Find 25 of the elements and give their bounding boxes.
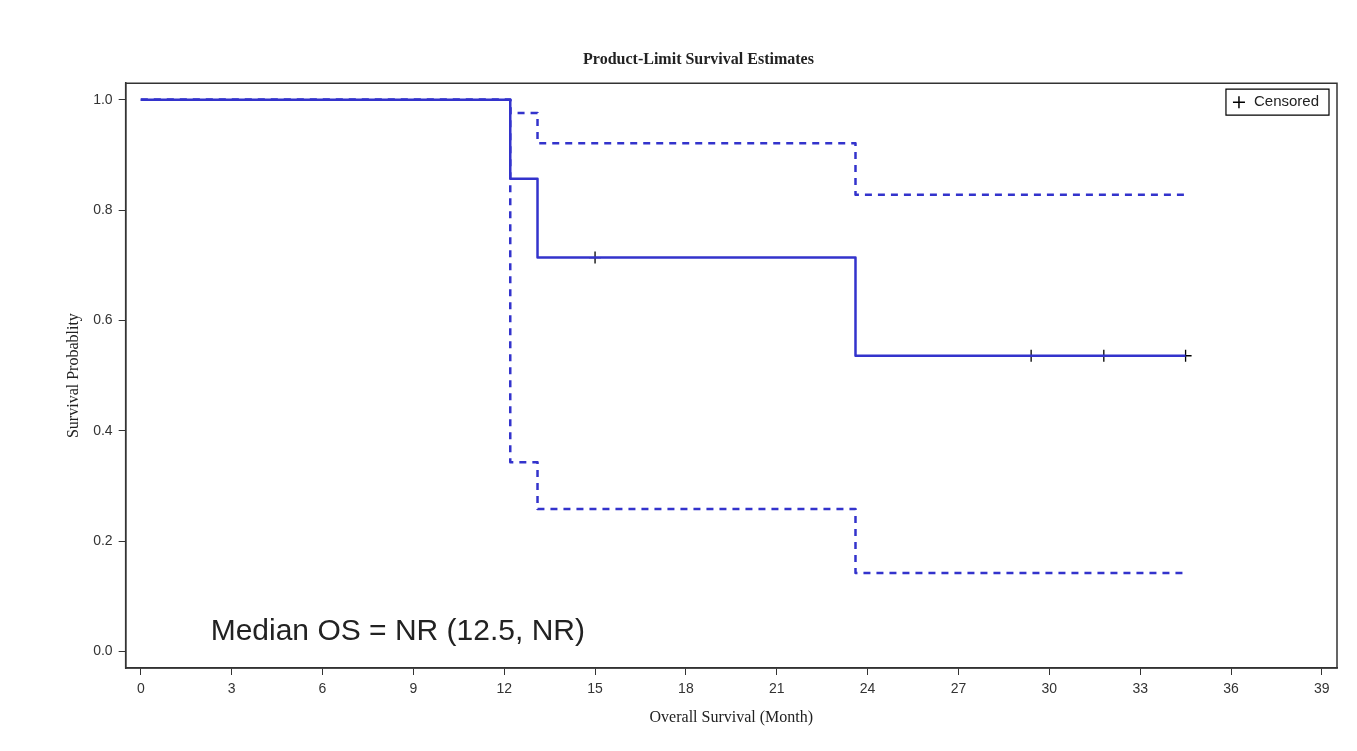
y-tick-label: 0.2: [93, 531, 113, 548]
x-tick-label: 12: [496, 680, 513, 697]
legend-label: Censored: [1253, 92, 1320, 110]
y-tick-label: 0.6: [93, 311, 113, 328]
x-tick-label: 33: [1132, 680, 1149, 697]
y-axis-title: Survival Probablity: [63, 313, 82, 439]
x-tick-label: 15: [587, 680, 604, 697]
x-tick-label: 39: [1314, 680, 1330, 697]
x-tick-label: 18: [678, 680, 694, 697]
x-tick-label: 24: [859, 680, 876, 697]
y-tick-label: 0.0: [93, 642, 113, 659]
x-tick-label: 0: [136, 680, 145, 697]
y-tick-label: 1.0: [93, 90, 113, 107]
x-tick-label: 27: [950, 680, 967, 697]
x-tick-label: 3: [227, 680, 236, 697]
chart-title: Product-Limit Survival Estimates: [583, 49, 814, 67]
x-tick-label: 36: [1223, 680, 1240, 697]
x-tick-label: 6: [318, 680, 327, 697]
y-tick-label: 0.8: [93, 200, 113, 217]
y-tick-label: 0.4: [93, 421, 113, 438]
x-tick-label: 21: [768, 680, 785, 697]
x-tick-label: 9: [409, 680, 418, 697]
annotation: Median OS = NR (12.5, NR): [210, 613, 585, 646]
x-axis-title: Overall Survival (Month): [649, 707, 814, 726]
x-tick-label: 30: [1041, 680, 1058, 697]
